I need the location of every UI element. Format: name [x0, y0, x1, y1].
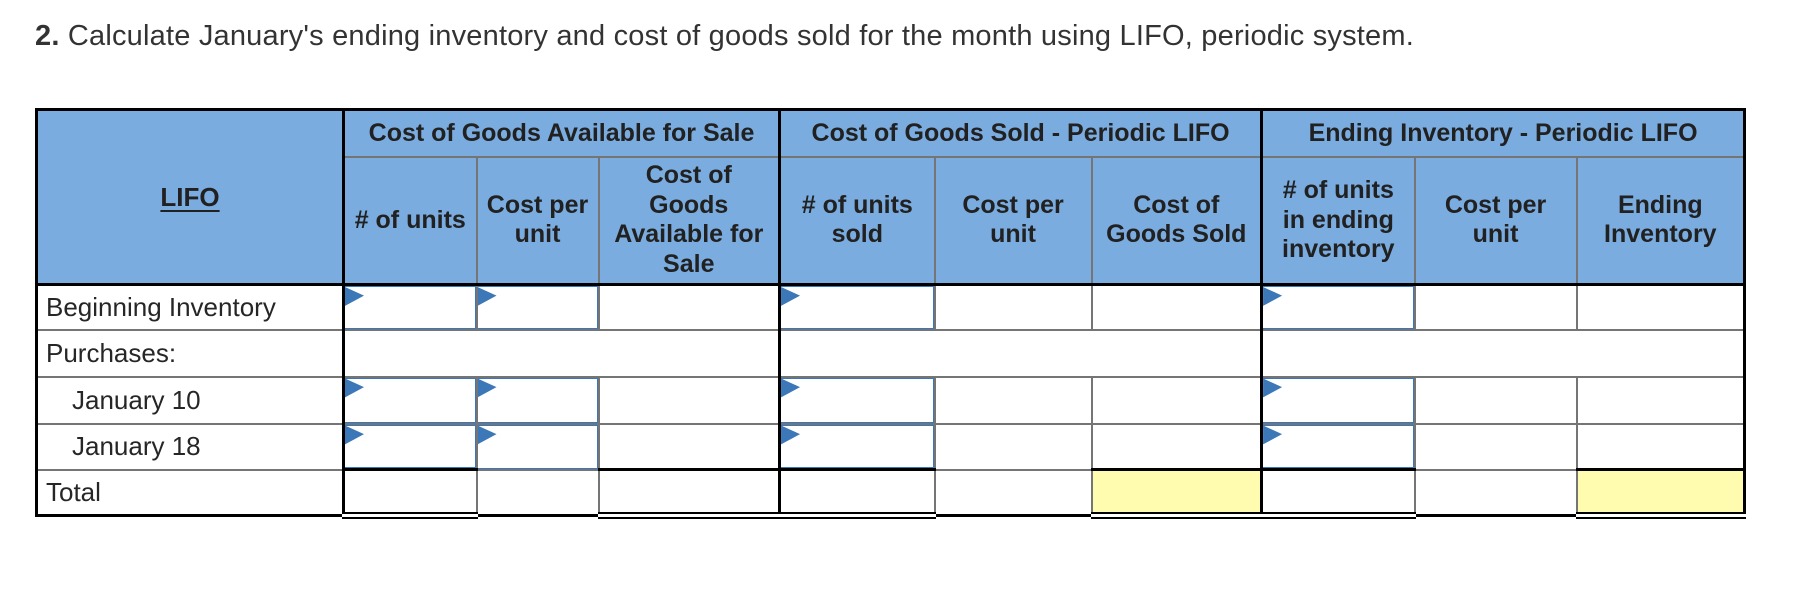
- input-jan10-units-sold[interactable]: [782, 378, 933, 422]
- row-label-purchases: Purchases:: [35, 328, 345, 378]
- col-header-cost-per-unit-ending: Cost per unit: [1413, 155, 1578, 286]
- cell-jan10-ending-inventory: [1575, 375, 1746, 425]
- input-flag-icon: [478, 378, 497, 398]
- cell-beginning-units-sold: [778, 283, 936, 331]
- input-jan10-cost-per-unit[interactable]: [478, 378, 597, 422]
- cell-total-units-ending: [1260, 468, 1416, 519]
- input-flag-icon: [782, 378, 801, 398]
- cell-jan10-cost-per-unit-ending: [1413, 375, 1578, 425]
- input-flag-icon: [1264, 425, 1283, 445]
- cell-jan18-cogs: [1090, 422, 1263, 471]
- row-label-beginning-inventory: Beginning Inventory: [35, 283, 345, 331]
- cell-beginning-cost-per-unit-sold: [933, 283, 1093, 331]
- group-header-goods-available: Cost of Goods Available for Sale: [341, 108, 781, 158]
- total-highlight-cell-cogs: [1090, 468, 1263, 519]
- cell-jan10-goods-available: [597, 375, 781, 425]
- column-header-row: # of units Cost per unit Cost of Goods A…: [37, 155, 1746, 286]
- input-beginning-units-ending[interactable]: [1264, 286, 1413, 328]
- lifo-corner-header: LIFO: [35, 108, 345, 286]
- cell-purchases-available-span: [341, 328, 781, 378]
- col-header-cost-per-unit-sold: Cost per unit: [933, 155, 1093, 286]
- input-beginning-units-sold[interactable]: [782, 286, 933, 328]
- col-header-units-available: # of units: [342, 155, 478, 286]
- input-flag-icon: [1264, 378, 1283, 398]
- input-flag-icon: [1264, 287, 1283, 306]
- input-jan18-units[interactable]: [346, 425, 475, 468]
- col-header-cost-goods-available: Cost of Goods Available for Sale: [597, 155, 781, 286]
- cell-jan18-units-sold: [778, 422, 936, 471]
- cell-beginning-cogs: [1090, 283, 1263, 331]
- cell-jan18-ending-inventory: [1575, 422, 1746, 471]
- cell-beginning-ending-inventory: [1575, 283, 1746, 331]
- input-jan18-units-ending[interactable]: [1264, 425, 1413, 468]
- cell-total-units-sold: [778, 468, 936, 519]
- cell-jan10-units-ending: [1260, 375, 1416, 425]
- table-row-beginning-inventory: Beginning Inventory: [35, 283, 1746, 331]
- col-header-units-ending: # of units in ending inventory: [1260, 155, 1416, 286]
- cell-total-cost-per-unit: [475, 468, 600, 517]
- col-header-units-sold: # of units sold: [778, 155, 936, 286]
- col-header-cost-goods-sold: Cost of Goods Sold: [1090, 155, 1263, 286]
- group-header-ending-inventory: Ending Inventory - Periodic LIFO: [1260, 108, 1746, 158]
- cell-purchases-ending-span: [1260, 328, 1746, 378]
- cell-jan10-units-sold: [778, 375, 936, 425]
- title-number: 2.: [35, 20, 60, 52]
- input-jan10-units[interactable]: [346, 378, 475, 422]
- cell-total-cost-per-unit-sold: [933, 468, 1093, 517]
- input-flag-icon: [478, 425, 497, 445]
- input-beginning-cost-per-unit[interactable]: [478, 286, 597, 328]
- cell-jan10-units: [342, 375, 478, 425]
- input-flag-icon: [782, 287, 801, 306]
- cell-jan10-cost-per-unit: [475, 375, 600, 425]
- title-text: Calculate January's ending inventory and…: [67, 20, 1415, 52]
- row-label-total: Total: [35, 468, 345, 517]
- page-title: 2. Calculate January's ending inventory …: [35, 18, 1414, 54]
- cell-purchases-sold-span: [778, 328, 1263, 378]
- cell-jan10-cost-per-unit-sold: [933, 375, 1093, 425]
- cell-jan18-units: [342, 422, 478, 471]
- col-header-ending-inventory: Ending Inventory: [1575, 155, 1746, 286]
- table-row-purchases: Purchases:: [35, 328, 1746, 378]
- cell-total-cost-per-unit-ending: [1413, 468, 1578, 517]
- cell-jan18-units-ending: [1260, 422, 1416, 471]
- col-header-cost-per-unit-available: Cost per unit: [475, 155, 600, 286]
- table-row-total: Total: [35, 468, 1746, 519]
- table-row-january-18: January 18: [35, 422, 1746, 471]
- cell-jan18-cost-per-unit-ending: [1413, 422, 1578, 471]
- input-beginning-units[interactable]: [346, 286, 475, 328]
- input-flag-icon: [346, 425, 364, 445]
- cell-beginning-cost-per-unit: [475, 283, 600, 331]
- input-flag-icon: [478, 287, 497, 306]
- group-header-cogs-periodic-lifo: Cost of Goods Sold - Periodic LIFO: [778, 108, 1263, 158]
- input-jan10-units-ending[interactable]: [1264, 378, 1413, 422]
- cell-beginning-units-ending: [1260, 283, 1416, 331]
- cell-jan10-cogs: [1090, 375, 1263, 425]
- lifo-label: LIFO: [160, 181, 220, 212]
- cell-beginning-cost-per-unit-ending: [1413, 283, 1578, 331]
- cell-jan18-cost-per-unit: [475, 422, 600, 471]
- input-jan18-units-sold[interactable]: [782, 425, 933, 468]
- cell-jan18-goods-available: [597, 422, 781, 471]
- input-jan18-cost-per-unit[interactable]: [478, 425, 597, 468]
- total-highlight-cell-ending-inventory: [1575, 468, 1746, 519]
- row-label-january-18: January 18: [35, 422, 345, 471]
- cell-beginning-units: [342, 283, 478, 331]
- cell-beginning-goods-available: [597, 283, 781, 331]
- cell-jan18-cost-per-unit-sold: [933, 422, 1093, 471]
- cell-total-goods-available: [597, 468, 781, 519]
- input-flag-icon: [782, 425, 801, 445]
- group-header-row: LIFO Cost of Goods Available for Sale Co…: [35, 108, 1746, 286]
- table-row-january-10: January 10: [35, 375, 1746, 425]
- input-flag-icon: [346, 378, 364, 398]
- row-label-january-10: January 10: [35, 375, 345, 425]
- input-flag-icon: [346, 287, 364, 306]
- cell-total-units: [342, 468, 478, 519]
- lifo-worksheet-table: LIFO Cost of Goods Available for Sale Co…: [35, 108, 1747, 519]
